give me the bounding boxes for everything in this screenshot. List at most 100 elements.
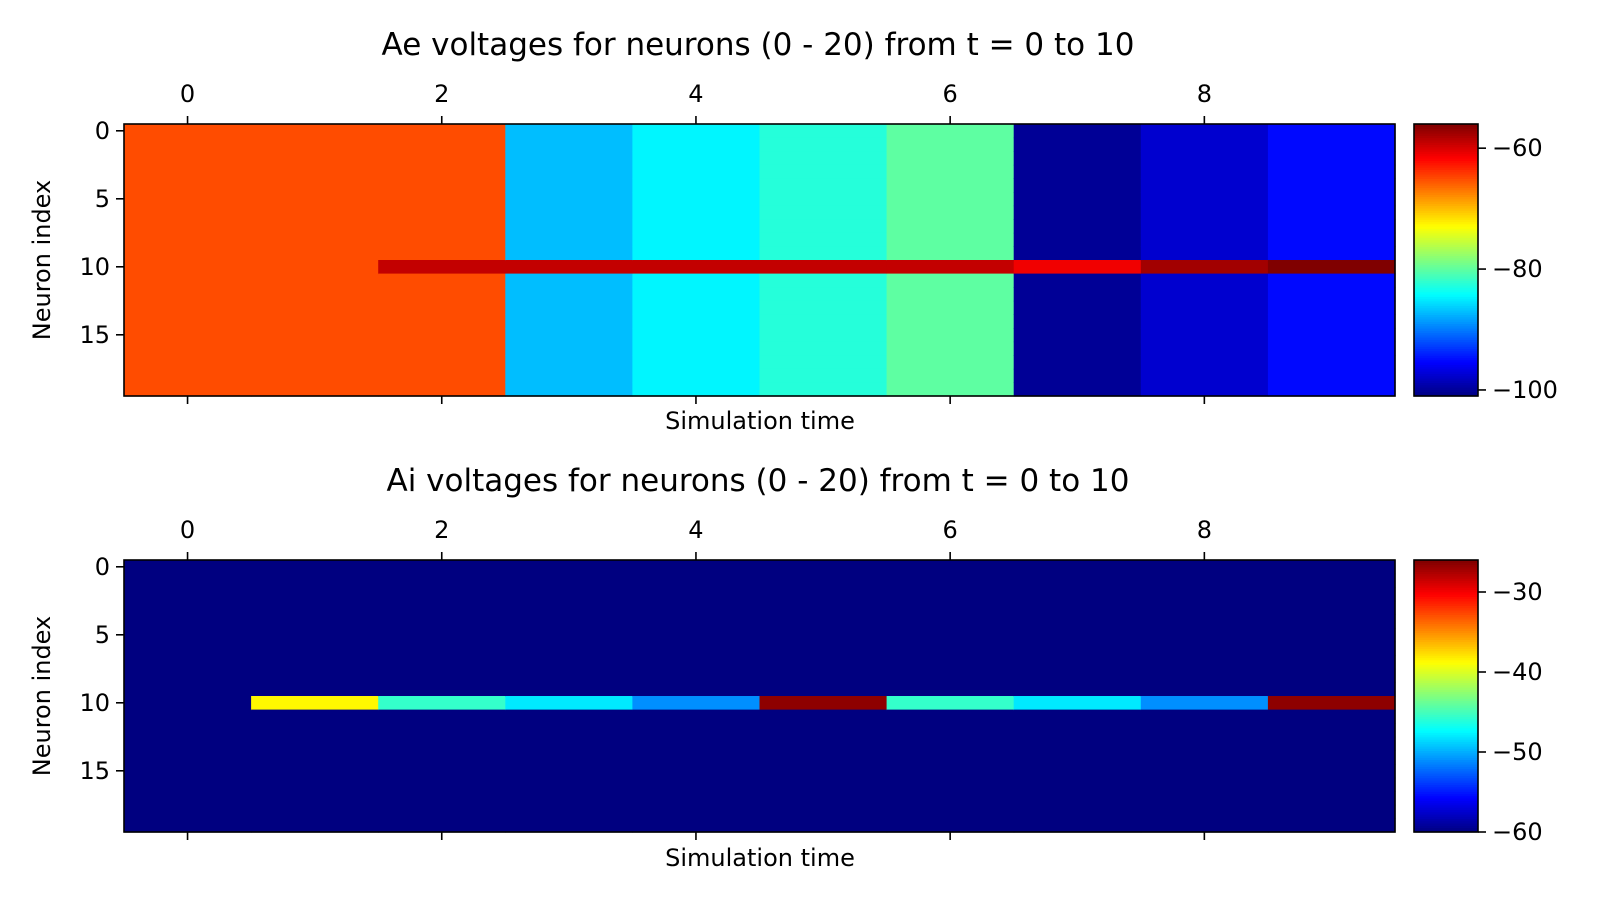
colorbar-segment: [1414, 641, 1478, 645]
heatmap-cell: [124, 600, 252, 615]
colorbar-segment: [1414, 736, 1478, 740]
heatmap-cell: [505, 696, 633, 711]
heatmap-cell: [124, 777, 252, 792]
colorbar-segment: [1414, 693, 1478, 697]
heatmap-cell: [378, 178, 506, 193]
colorbar-segment: [1414, 196, 1478, 200]
colorbar-segment: [1414, 382, 1478, 386]
heatmap-cell: [378, 628, 506, 643]
heatmap-cell: [1140, 777, 1269, 792]
heatmap-cell: [886, 382, 1015, 397]
heatmap-cell: [886, 764, 1015, 779]
heatmap-cell: [124, 219, 252, 234]
colorbar-segment: [1414, 571, 1478, 575]
heatmap-cell: [1140, 600, 1269, 615]
heatmap-cell: [124, 560, 252, 575]
colorbar-segment: [1414, 587, 1478, 591]
heatmap-cell: [1267, 764, 1396, 779]
colorbar-segment: [1414, 309, 1478, 313]
colorbar-segment: [1414, 820, 1478, 824]
colorbar-segment: [1414, 232, 1478, 236]
colorbar-segment: [1414, 807, 1478, 810]
colorbar-segment: [1414, 809, 1478, 813]
y-tick-label: 5: [95, 621, 110, 649]
heatmap-cell: [1013, 314, 1142, 329]
colorbar-segment: [1414, 241, 1478, 245]
heatmap-cell: [251, 573, 379, 588]
heatmap-cell: [505, 628, 633, 643]
colorbar-segment: [1414, 723, 1478, 727]
colorbar-segment: [1414, 607, 1478, 611]
heatmap-cell: [251, 124, 379, 139]
heatmap-cell: [886, 273, 1015, 288]
colorbar-segment: [1414, 680, 1478, 683]
x-tick-label: 2: [434, 516, 449, 544]
heatmap-cell: [124, 314, 252, 329]
colorbar-segment: [1414, 282, 1478, 286]
ai-x-ticks: 0 2 4 6 8: [180, 516, 1212, 840]
colorbar-segment: [1414, 614, 1478, 618]
colorbar-segment: [1414, 377, 1478, 381]
heatmap-cell: [505, 219, 633, 234]
heatmap-cell: [632, 273, 761, 288]
colorbar-segment: [1414, 816, 1478, 819]
heatmap-cell: [378, 260, 506, 275]
heatmap-cell: [378, 382, 506, 397]
colorbar-segment: [1414, 727, 1478, 731]
heatmap-cell: [251, 641, 379, 656]
heatmap-cell: [505, 300, 633, 315]
heatmap-cell: [505, 287, 633, 302]
heatmap-cell: [1013, 341, 1142, 356]
colorbar-segment: [1414, 239, 1478, 243]
colorbar-segment: [1414, 752, 1478, 756]
y-tick-label: 0: [95, 117, 110, 145]
heatmap-cell: [1267, 151, 1396, 166]
heatmap-cell: [886, 300, 1015, 315]
heatmap-cell: [632, 804, 761, 819]
colorbar-segment: [1414, 314, 1478, 318]
colorbar-segment: [1414, 280, 1478, 284]
heatmap-cell: [1013, 328, 1142, 343]
heatmap-cell: [124, 668, 252, 683]
heatmap-cell: [1013, 192, 1142, 207]
heatmap-cell: [1013, 260, 1142, 275]
heatmap-cell: [124, 382, 252, 397]
colorbar-segment: [1414, 155, 1478, 159]
heatmap-cell: [886, 124, 1015, 139]
heatmap-cell: [1140, 124, 1269, 139]
colorbar-segment: [1414, 373, 1478, 377]
heatmap-cell: [759, 777, 888, 792]
colorbar-segment: [1414, 741, 1478, 745]
heatmap-cell: [1140, 164, 1269, 179]
heatmap-cell: [886, 655, 1015, 670]
colorbar-segment: [1414, 185, 1478, 189]
heatmap-cell: [124, 587, 252, 602]
heatmap-cell: [886, 587, 1015, 602]
heatmap-cell: [759, 668, 888, 683]
colorbar-segment: [1414, 355, 1478, 359]
colorbar-segment: [1414, 167, 1478, 170]
heatmap-cell: [1267, 696, 1396, 711]
heatmap-cell: [124, 137, 252, 152]
heatmap-cell: [759, 246, 888, 261]
colorbar-segment: [1414, 600, 1478, 604]
colorbar-segment: [1414, 628, 1478, 631]
colorbar-segment: [1414, 659, 1478, 663]
heatmap-cell: [1267, 750, 1396, 765]
colorbar-segment: [1414, 566, 1478, 570]
colorbar-segment: [1414, 294, 1478, 297]
heatmap-cell: [1267, 287, 1396, 302]
colorbar-segment: [1414, 194, 1478, 198]
heatmap-cell: [124, 655, 252, 670]
ai-heatmap-frame: [123, 559, 1396, 833]
colorbar-segment: [1414, 371, 1478, 374]
heatmap-cell: [378, 355, 506, 370]
heatmap-cell: [632, 382, 761, 397]
colorbar-segment: [1414, 226, 1478, 229]
heatmap-cell: [886, 696, 1015, 711]
heatmap-cell: [505, 614, 633, 629]
colorbar-segment: [1414, 591, 1478, 595]
heatmap-cell: [124, 641, 252, 656]
colorbar-segment: [1414, 743, 1478, 747]
heatmap-cell: [505, 232, 633, 247]
